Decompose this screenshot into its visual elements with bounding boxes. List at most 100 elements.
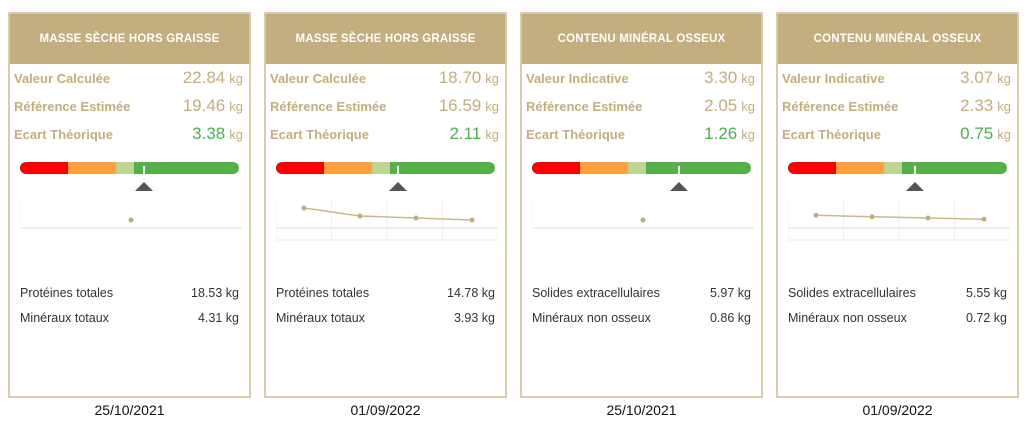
metric-row: Ecart Théorique 1.26 kg: [522, 120, 761, 148]
metric-label: Valeur Indicative: [526, 71, 629, 86]
metric-row: Ecart Théorique 3.38 kg: [10, 120, 249, 148]
metric-unit: kg: [741, 71, 755, 86]
metric-row: Référence Estimée 19.46 kg: [10, 92, 249, 120]
metric-row: Valeur Calculée 18.70 kg: [266, 64, 505, 92]
metric-value: 18.70 kg: [439, 64, 499, 93]
metric-value: 0.75 kg: [960, 120, 1011, 149]
metric-card: MASSE SÈCHE HORS GRAISSE Valeur Calculée 2…: [8, 12, 251, 398]
gauge-segment: [372, 162, 390, 174]
gauge-segment: [884, 162, 902, 174]
metric-number: 18.70: [438, 68, 482, 87]
range-gauge: [276, 162, 495, 174]
metric-number: 2.33: [960, 96, 994, 115]
metric-label: Ecart Théorique: [526, 127, 625, 142]
detail-label: Minéraux totaux: [20, 311, 109, 325]
card-date: 25/10/2021: [606, 402, 677, 418]
trend-chart: [276, 200, 498, 242]
detail-value: 3.93 kg: [453, 311, 495, 325]
metric-value: 22.84 kg: [183, 64, 243, 93]
gauge-segment: [116, 162, 134, 174]
detail-value: 5.55 kg: [965, 286, 1007, 300]
range-gauge: [788, 162, 1007, 174]
metric-unit: kg: [229, 71, 243, 86]
trend-line: [815, 214, 985, 220]
trend-point: [813, 212, 819, 218]
metric-unit: kg: [485, 71, 499, 86]
metric-row: Référence Estimée 2.05 kg: [522, 92, 761, 120]
trend-point: [128, 217, 134, 223]
metric-value: 2.33 kg: [960, 92, 1011, 121]
metric-number: 22.84: [182, 68, 226, 87]
gauge-marker-line: [913, 166, 916, 180]
detail-value: 0.86 kg: [709, 311, 751, 325]
detail-label: Protéines totales: [20, 286, 114, 300]
metric-number: 3.30: [704, 68, 738, 87]
detail-row: Solides extracellulaires 5.55 kg: [788, 286, 1007, 300]
gauge-segment: [276, 162, 325, 174]
detail-label: Minéraux totaux: [276, 311, 365, 325]
metric-unit: kg: [229, 99, 243, 114]
gauge-segment: [324, 162, 373, 174]
trend-point: [925, 215, 931, 221]
metric-unit: kg: [741, 99, 755, 114]
detail-label: Minéraux non osseux: [532, 311, 651, 325]
detail-value: 18.53 kg: [191, 286, 239, 300]
trend-point: [640, 217, 646, 223]
detail-row: Solides extracellulaires 5.97 kg: [532, 286, 751, 300]
gauge-segment: [532, 162, 581, 174]
metric-label: Valeur Indicative: [782, 71, 885, 86]
detail-row: Protéines totales 14.78 kg: [276, 286, 495, 300]
gauge-marker-line: [397, 166, 400, 180]
detail-value: 14.78 kg: [447, 286, 495, 300]
gauge-segment: [20, 162, 69, 174]
metric-row: Valeur Indicative 3.07 kg: [778, 64, 1017, 92]
metric-unit: kg: [741, 127, 755, 142]
metric-card: MASSE SÈCHE HORS GRAISSE Valeur Calculée 1…: [264, 12, 507, 398]
range-gauge: [20, 162, 239, 174]
trend-point: [981, 216, 987, 222]
metric-value: 3.07 kg: [960, 64, 1011, 93]
metric-label: Ecart Théorique: [270, 127, 369, 142]
metric-row: Valeur Calculée 22.84 kg: [10, 64, 249, 92]
metric-number: 3.38: [192, 124, 226, 143]
detail-row: Minéraux non osseux 0.72 kg: [788, 311, 1007, 325]
card-title: CONTENU MINÉRAL OSSEUX: [522, 14, 761, 64]
trend-point: [869, 214, 875, 220]
metric-number: 1.26: [704, 124, 738, 143]
gauge-marker-icon: [389, 182, 408, 191]
card-title: MASSE SÈCHE HORS GRAISSE: [10, 14, 249, 64]
gauge-segment: [389, 162, 495, 174]
gauge-segment: [645, 162, 751, 174]
metric-value: 3.30 kg: [704, 64, 755, 93]
detail-label: Solides extracellulaires: [532, 286, 660, 300]
detail-label: Protéines totales: [276, 286, 370, 300]
card-date: 01/09/2022: [350, 402, 421, 418]
metric-card: CONTENU MINÉRAL OSSEUX Valeur Indicative 3…: [520, 12, 763, 398]
metric-label: Référence Estimée: [14, 99, 131, 114]
gauge-segment: [133, 162, 239, 174]
gauge-marker-line: [677, 166, 680, 180]
trend-point: [357, 213, 363, 219]
metric-row: Référence Estimée 2.33 kg: [778, 92, 1017, 120]
metric-value: 3.38 kg: [192, 120, 243, 149]
trend-chart: [788, 200, 1010, 242]
metric-unit: kg: [997, 127, 1011, 142]
metric-unit: kg: [485, 99, 499, 114]
metric-value: 1.26 kg: [704, 120, 755, 149]
trend-point: [413, 215, 419, 221]
gauge-marker-icon: [135, 182, 154, 191]
card-date: 25/10/2021: [94, 402, 165, 418]
metric-number: 2.11: [449, 124, 482, 143]
metric-label: Ecart Théorique: [14, 127, 113, 142]
detail-label: Minéraux non osseux: [788, 311, 907, 325]
metric-number: 2.05: [704, 96, 738, 115]
metric-value: 2.11 kg: [449, 120, 499, 149]
detail-row: Minéraux non osseux 0.86 kg: [532, 311, 751, 325]
trend-line: [303, 207, 473, 221]
metric-value: 19.46 kg: [183, 92, 243, 121]
metric-row: Référence Estimée 16.59 kg: [266, 92, 505, 120]
metric-unit: kg: [997, 71, 1011, 86]
metric-value: 2.05 kg: [704, 92, 755, 121]
metric-label: Valeur Calculée: [270, 71, 367, 86]
card-date: 01/09/2022: [862, 402, 933, 418]
